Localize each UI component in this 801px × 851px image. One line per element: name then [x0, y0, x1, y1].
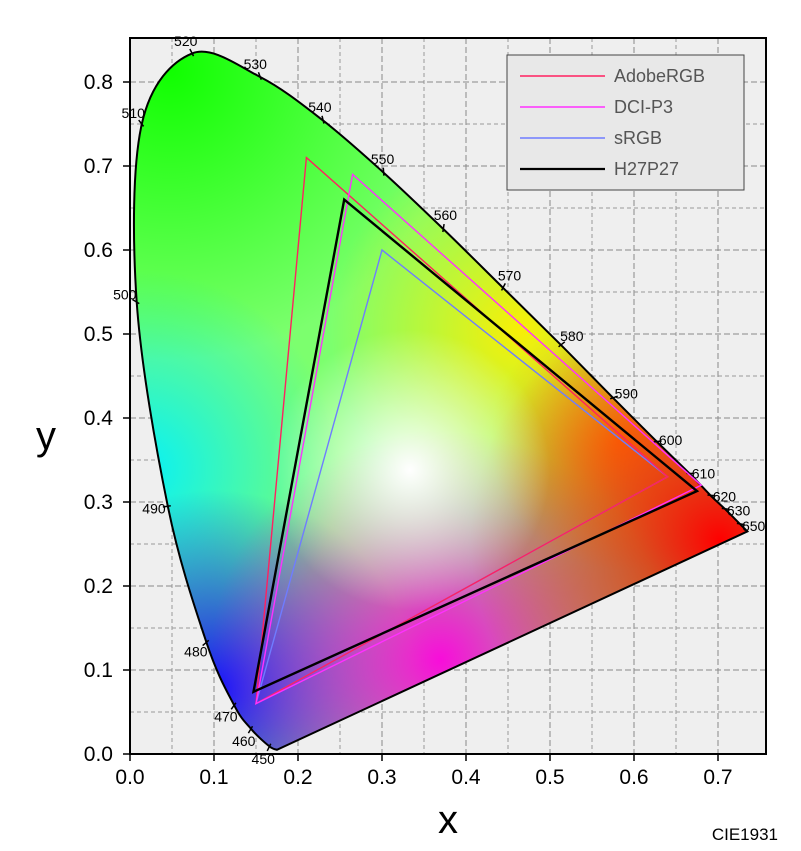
wavelength-label: 630	[727, 502, 751, 518]
wavelength-tick	[500, 283, 506, 291]
y-tick-label: 0.4	[84, 407, 114, 430]
x-tick-label: 0.4	[451, 766, 481, 789]
x-tick-label: 0.2	[283, 766, 312, 789]
wavelength-label: 550	[371, 151, 395, 167]
x-tick-label: 0.6	[619, 766, 648, 789]
legend-box	[506, 54, 745, 191]
wavelength-label: 600	[659, 432, 683, 448]
x-tick-label: 0.5	[535, 766, 564, 789]
axis-ticks: 0.0 0.1 0.2 0.3 0.4 0.5 0.6 0.7 0.0 0.1 0.2 0.3 0.4 0…	[84, 71, 733, 789]
legend-label: sRGB	[614, 128, 662, 148]
wavelength-label: 570	[498, 267, 522, 283]
wavelength-label: 460	[232, 733, 256, 749]
wavelength-tick	[162, 504, 171, 508]
wavelength-label: 560	[434, 207, 458, 223]
wavelength-tick	[230, 702, 237, 710]
wavelength-tick	[558, 341, 566, 348]
y-tick-label: 0.6	[84, 239, 113, 262]
wavelength-label: 480	[184, 643, 208, 659]
wavelength-labels: 4504604704804905005105205305405505605705…	[113, 33, 765, 767]
wavelength-tick	[721, 507, 730, 511]
gamut-h27p27	[251, 197, 700, 694]
wavelength-tick	[138, 119, 145, 127]
y-axis-title: y	[36, 414, 56, 458]
wavelength-tick	[609, 395, 618, 400]
wavelength-tick	[653, 440, 662, 443]
wavelength-tick	[189, 48, 195, 57]
y-tick-label: 0.3	[84, 491, 113, 514]
wavelength-tick	[266, 743, 272, 752]
wavelength-label: 520	[174, 33, 198, 49]
y-tick-label: 0.1	[84, 659, 113, 682]
wavelength-tick	[247, 725, 254, 734]
wavelength-label: 610	[692, 466, 716, 482]
legend-label: DCI-P3	[614, 97, 673, 117]
y-tick-label: 0.5	[84, 323, 113, 346]
gamut-dci-p3	[255, 173, 703, 705]
wavelength-label: 590	[615, 385, 639, 401]
gamut-triangles	[251, 156, 703, 706]
legend: AdobeRGB DCI-P3 sRGB H27P27	[506, 54, 745, 191]
x-tick-label: 0.7	[703, 766, 732, 789]
y-tick-label: 0.7	[84, 155, 113, 178]
wavelength-label: 490	[142, 500, 166, 516]
y-tick-label: 0.8	[84, 71, 113, 94]
wavelength-label: 650	[742, 518, 766, 534]
wavelength-label: 530	[244, 56, 268, 72]
wavelength-label: 620	[713, 489, 737, 505]
legend-label: H27P27	[614, 159, 679, 179]
x-axis-title: x	[438, 798, 458, 842]
y-tick-label: 0.0	[84, 743, 113, 766]
wavelength-tick	[321, 115, 325, 124]
wavelength-tick	[257, 72, 262, 81]
x-tick-label: 0.3	[367, 766, 396, 789]
legend-label: AdobeRGB	[614, 66, 705, 86]
x-tick-label: 0.1	[199, 766, 228, 789]
wavelength-tick	[132, 298, 140, 305]
wavelength-tick	[736, 522, 745, 526]
wavelength-tick	[442, 223, 445, 233]
y-tick-label: 0.2	[84, 575, 113, 598]
plot-frame	[129, 37, 767, 755]
footer-label: CIE1931	[712, 825, 778, 844]
wavelength-label: 580	[560, 328, 584, 344]
wavelength-label: 500	[113, 287, 137, 303]
wavelength-tick	[202, 639, 210, 647]
wavelength-tick	[707, 494, 716, 497]
wavelength-label: 470	[214, 709, 238, 725]
wavelength-label: 540	[308, 99, 332, 115]
wavelength-label: 510	[122, 105, 146, 121]
wavelength-tick	[382, 167, 385, 176]
x-tick-label: 0.0	[115, 766, 144, 789]
